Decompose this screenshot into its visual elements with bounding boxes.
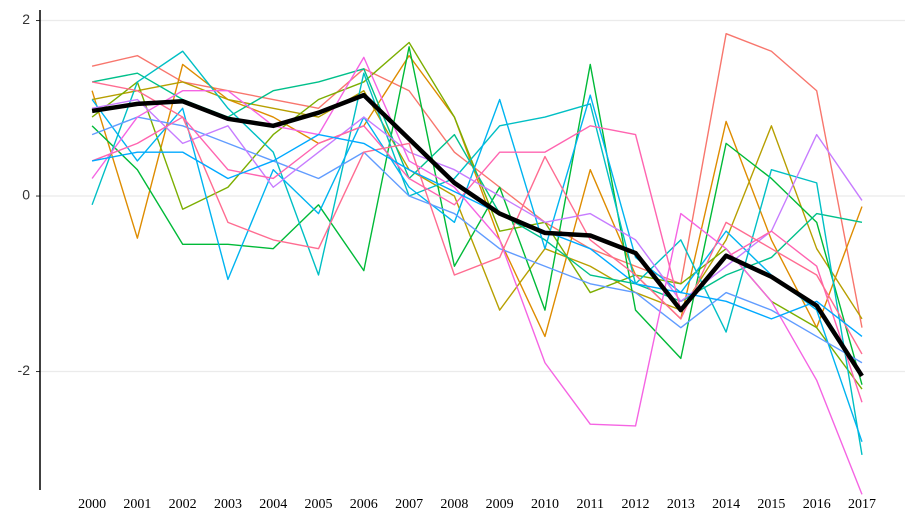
series-line [91,92,864,378]
x-tick-label: 2011 [577,497,604,512]
y-tick-label: -2 [18,362,31,378]
x-tick-label: 2004 [259,497,287,512]
y-tick-label: 0 [22,187,30,203]
x-tick-label: 2008 [440,497,468,512]
x-tick-label: 2000 [78,497,106,512]
series-line [91,41,863,390]
x-tick-label: 2013 [667,497,695,512]
series-line [91,116,863,403]
x-tick-label: 2015 [757,497,785,512]
series-line [91,94,863,442]
x-tick-label: 2003 [214,497,242,512]
x-tick-label: 2014 [712,497,740,512]
x-tick-label: 2007 [395,497,423,512]
x-tick-label: 2005 [305,497,333,512]
series-line [91,56,863,495]
x-tick-label: 2017 [848,497,876,512]
series-line [91,32,863,328]
x-tick-label: 2010 [531,497,559,512]
series-line [91,46,863,385]
y-tick-label: 2 [22,11,30,27]
x-tick-label: 2006 [350,497,378,512]
x-tick-label: 2002 [169,497,197,512]
series-line [91,116,863,364]
series-line [91,81,863,355]
x-tick-label: 2012 [622,497,650,512]
x-tick-label: 2016 [803,497,831,512]
series-line [91,133,863,337]
x-tick-label: 2001 [123,497,151,512]
x-tick-label: 2009 [486,497,514,512]
series-line [91,81,863,320]
